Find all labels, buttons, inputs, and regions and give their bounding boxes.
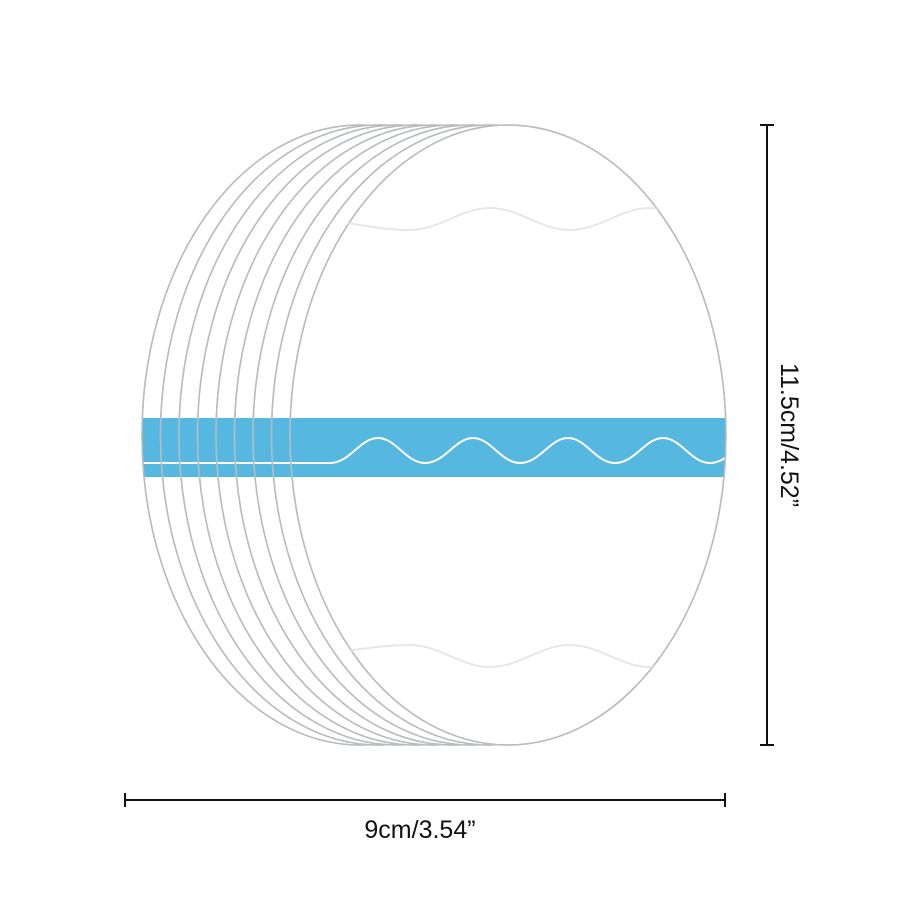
pad-stack — [141, 124, 727, 746]
wave-line — [290, 436, 726, 465]
pad — [289, 124, 727, 746]
width-label: 9cm/3.54” — [364, 816, 475, 844]
adhesive-band — [290, 418, 726, 477]
height-label: 11.5cm/4.52” — [775, 363, 803, 507]
dimension-width: 9cm/3.54” — [124, 793, 726, 844]
dimension-height: 11.5cm/4.52” — [760, 124, 803, 746]
